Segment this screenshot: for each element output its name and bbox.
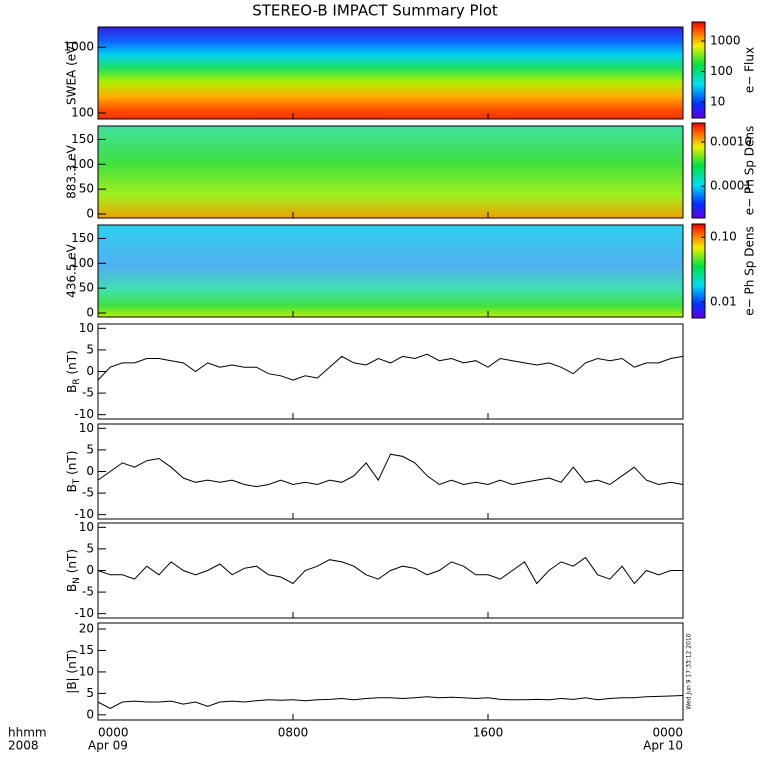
y-tick-label: -5 (82, 585, 94, 599)
y-tick-label: 150 (71, 231, 94, 245)
colorbar-tick-label: 100 (710, 64, 733, 78)
y-tick-label: 0 (86, 464, 94, 478)
data-line (97, 453, 684, 488)
y-tick-label: 50 (79, 281, 94, 295)
y-tick-label: -5 (82, 486, 94, 500)
y-tick-label: 5 (86, 541, 94, 555)
y-label-unit: (nT) (65, 649, 79, 677)
y-label-sub: R (72, 378, 82, 384)
y-tick-label: -5 (82, 386, 94, 400)
panel-frame (97, 622, 684, 721)
y-tick-label: 100 (71, 256, 94, 270)
y-tick-label: -10 (74, 606, 94, 620)
plot-title: STEREO-B IMPACT Summary Plot (252, 2, 498, 20)
y-tick-label: 15 (79, 643, 94, 657)
y-tick-label: 150 (71, 132, 94, 146)
y-tick-label: 10 (79, 321, 94, 335)
y-tick-label: 50 (79, 182, 94, 196)
colorbar (691, 21, 706, 119)
colorbar (691, 122, 706, 219)
y-tick-label: 100 (71, 105, 94, 119)
colorbar-label: e− Flux (743, 47, 757, 93)
colorbar-tick-label: 0.01 (710, 295, 737, 309)
y-label-main: B (65, 584, 79, 592)
x-tick-label: 0000 (652, 726, 683, 740)
panel-frame (97, 224, 684, 318)
format-label: hhmm (8, 726, 47, 740)
colorbar-tick-label: 0.0001 (710, 179, 752, 193)
data-line (97, 353, 684, 381)
x-tick-label: 0800 (278, 726, 309, 740)
y-axis-label: 436.5 eV (65, 243, 79, 298)
data-line (97, 556, 683, 585)
y-label-main: B (65, 385, 79, 393)
panel-frame (97, 125, 684, 219)
colorbar-tick-label: 0.0010 (710, 135, 752, 149)
y-tick-label: 0 (86, 306, 94, 320)
x-tick-label: 0000 (98, 726, 129, 740)
date-label: Apr 10 (643, 739, 683, 753)
x-tick-label: 1600 (473, 726, 504, 740)
colorbar-tick-label: 1000 (710, 34, 741, 48)
y-label-sub: T (72, 478, 82, 485)
panel-frame (97, 26, 684, 120)
y-axis-label: |B| (nT) (65, 649, 79, 693)
y-tick-label: 5 (86, 442, 94, 456)
spectrogram-image (98, 225, 683, 317)
y-axis-label: SWEA (eV) (65, 41, 79, 105)
y-axis-label: 883.3 eV (65, 144, 79, 199)
colorbar-label: e− Ph Sp Dens (743, 226, 757, 315)
y-label-main: B (65, 484, 79, 492)
y-axis-label: BR (nT) (65, 350, 82, 393)
spectrogram-image (98, 27, 683, 119)
y-tick-label: 5 (86, 686, 94, 700)
date-label: Apr 09 (88, 739, 128, 753)
y-label-unit: (nT) (65, 451, 79, 479)
year-label: 2008 (8, 739, 39, 753)
y-tick-label: 10 (79, 421, 94, 435)
y-tick-label: 0 (86, 207, 94, 221)
y-axis-label: BN (nT) (65, 549, 82, 592)
y-tick-label: 1000 (63, 40, 94, 54)
y-tick-label: 5 (86, 342, 94, 356)
timestamp: Wed Jun 9 17:33:12 2010 (686, 633, 693, 709)
y-tick-label: 0 (86, 563, 94, 577)
y-tick-label: 100 (71, 157, 94, 171)
y-tick-label: 20 (79, 622, 94, 636)
y-label-main: |B| (65, 677, 79, 693)
y-tick-label: 10 (79, 664, 94, 678)
y-label-unit: (nT) (65, 350, 79, 378)
spectrogram-image (98, 126, 683, 218)
colorbar (691, 223, 706, 319)
colorbar-label: e− Ph Sp Dens (743, 126, 757, 215)
y-tick-label: 10 (79, 520, 94, 534)
panel-frame (97, 323, 684, 420)
y-label-unit: (nT) (65, 549, 79, 577)
panel-frame (97, 423, 684, 520)
colorbar-tick-label: 0.10 (710, 230, 737, 244)
colorbar-tick-label: 10 (710, 95, 725, 109)
y-axis-label: BT (nT) (65, 451, 82, 493)
y-tick-label: -10 (74, 407, 94, 421)
y-tick-label: -10 (74, 507, 94, 521)
y-tick-label: 0 (86, 364, 94, 378)
data-line (97, 695, 684, 709)
y-label-sub: N (72, 577, 82, 584)
y-tick-label: 0 (86, 707, 94, 721)
